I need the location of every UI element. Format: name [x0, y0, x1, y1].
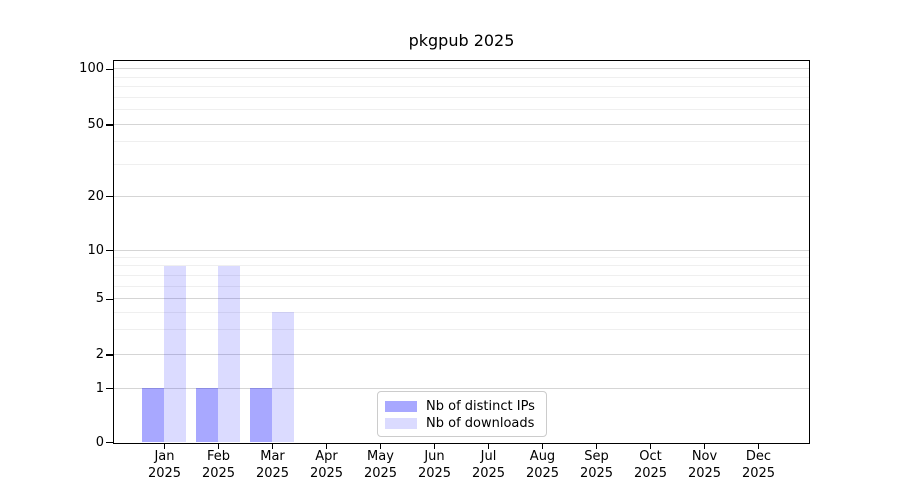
x-tick-label: Dec 2025	[732, 448, 786, 482]
minor-gridline	[114, 274, 809, 276]
x-tick-mark	[595, 444, 598, 449]
x-tick-year: 2025	[687, 466, 722, 481]
legend-swatch-distinct-ips	[385, 401, 417, 412]
x-tick-mark	[541, 444, 544, 449]
y-tick-mark	[106, 124, 113, 126]
major-gridline	[114, 124, 809, 125]
y-tick-mark	[106, 387, 113, 390]
y-tick-label: 0	[95, 434, 104, 450]
legend-item-distinct-ips: Nb of distinct IPs	[385, 398, 546, 415]
x-tick-label: Nov 2025	[678, 448, 732, 482]
y-tick-label: 5	[95, 291, 104, 307]
y-tick-label: 2	[95, 347, 104, 362]
x-tick-label: Apr 2025	[300, 448, 354, 482]
y-tick-mark	[106, 68, 113, 71]
x-tick-year: 2025	[741, 466, 776, 481]
x-tick-label: Jan 2025	[138, 448, 192, 482]
y-tick-mark	[106, 441, 113, 444]
x-tick-mark	[433, 444, 436, 449]
legend-item-downloads: Nb of downloads	[385, 415, 546, 432]
x-tick-month: Mar	[260, 449, 285, 464]
x-tick-mark	[487, 444, 490, 449]
x-tick-label: Jun 2025	[408, 448, 462, 482]
x-tick-month: Apr	[315, 449, 338, 464]
x-tick-month: Jan	[154, 449, 175, 464]
legend: Nb of distinct IPs Nb of downloads	[377, 391, 547, 437]
x-tick-month: Oct	[639, 449, 662, 464]
x-tick-month: Jul	[480, 449, 497, 464]
x-tick-month: Sep	[584, 449, 609, 464]
y-tick-label: 20	[87, 188, 104, 204]
plot-area	[113, 60, 810, 444]
bar-distinct-ips	[196, 388, 218, 442]
x-tick-label: May 2025	[354, 448, 408, 482]
major-gridline	[114, 387, 809, 389]
x-tick-year: 2025	[363, 466, 398, 481]
x-tick-label: Mar 2025	[246, 448, 300, 482]
x-tick-month: Jun	[424, 449, 445, 464]
x-tick-year: 2025	[255, 466, 290, 481]
y-tick-label: 10	[87, 242, 104, 258]
x-tick-month: Nov	[691, 449, 718, 464]
y-tick-mark	[106, 195, 113, 198]
x-tick-month: Dec	[745, 449, 772, 464]
y-tick-label: 100	[79, 61, 104, 77]
y-tick-label: 50	[87, 117, 104, 132]
bar-distinct-ips	[142, 388, 164, 442]
x-tick-label: Oct 2025	[624, 448, 678, 482]
x-tick-mark	[271, 444, 274, 449]
x-tick-mark	[649, 444, 652, 449]
minor-gridline	[114, 257, 809, 259]
y-tick-mark	[106, 354, 113, 356]
x-tick-label: Aug 2025	[516, 448, 570, 482]
legend-label-downloads: Nb of downloads	[426, 416, 535, 431]
major-gridline	[114, 354, 809, 355]
minor-gridline	[114, 163, 809, 165]
x-tick-label: Jul 2025	[462, 448, 516, 482]
major-gridline	[114, 249, 809, 251]
x-tick-year: 2025	[201, 466, 236, 481]
y-tick-mark	[106, 298, 113, 301]
x-tick-year: 2025	[471, 466, 506, 481]
major-gridline	[114, 68, 809, 70]
bar-downloads	[218, 265, 240, 442]
x-tick-year: 2025	[417, 466, 452, 481]
legend-swatch-downloads	[385, 418, 417, 429]
bar-distinct-ips	[250, 388, 272, 442]
x-tick-label: Feb 2025	[192, 448, 246, 482]
x-tick-mark	[757, 444, 760, 449]
minor-gridline	[114, 86, 809, 88]
minor-gridline	[114, 265, 809, 267]
minor-gridline	[114, 285, 809, 287]
x-tick-mark	[217, 444, 220, 449]
minor-gridline	[114, 76, 809, 78]
minor-gridline	[114, 96, 809, 98]
x-tick-month: May	[367, 449, 394, 464]
x-tick-mark	[379, 444, 382, 449]
x-tick-month: Aug	[529, 449, 556, 464]
minor-gridline	[114, 109, 809, 111]
x-tick-month: Feb	[206, 449, 231, 464]
y-tick-mark	[106, 249, 113, 252]
major-gridline	[114, 195, 809, 197]
major-gridline	[114, 298, 809, 300]
x-tick-year: 2025	[633, 466, 668, 481]
x-tick-mark	[163, 444, 166, 449]
x-tick-year: 2025	[309, 466, 344, 481]
bar-downloads	[164, 265, 186, 442]
minor-gridline	[114, 141, 809, 143]
x-tick-year: 2025	[525, 466, 560, 481]
x-tick-mark	[325, 444, 328, 449]
x-tick-year: 2025	[579, 466, 614, 481]
minor-gridline	[114, 329, 809, 331]
x-tick-year: 2025	[147, 466, 182, 481]
minor-gridline	[114, 311, 809, 313]
x-tick-mark	[703, 444, 706, 449]
chart-title: pkgpub 2025	[408, 31, 515, 50]
legend-label-distinct-ips: Nb of distinct IPs	[426, 399, 535, 414]
y-tick-label: 1	[95, 380, 104, 396]
bar-downloads	[272, 312, 294, 442]
x-tick-label: Sep 2025	[570, 448, 624, 482]
